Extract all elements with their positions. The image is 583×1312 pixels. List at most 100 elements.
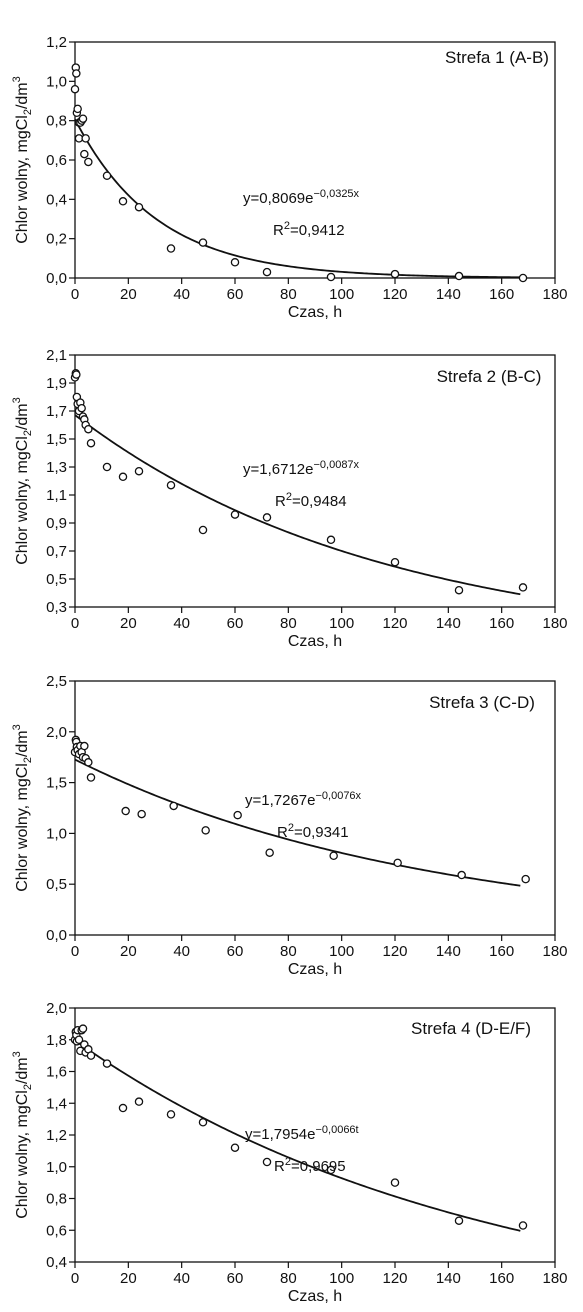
data-point bbox=[262, 1157, 272, 1167]
y-tick-label: 0,7 bbox=[46, 543, 67, 560]
data-point bbox=[230, 1143, 240, 1152]
data-point bbox=[198, 238, 208, 247]
r-squared-superscript: 2 bbox=[284, 220, 290, 232]
x-tick-label: 100 bbox=[329, 286, 354, 303]
data-point bbox=[70, 84, 80, 94]
y-axis-label-subscript: 2 bbox=[22, 1084, 34, 1090]
x-tick-label: 20 bbox=[120, 943, 137, 960]
zone-label: Strefa 1 (A-B) bbox=[445, 48, 549, 67]
data-point bbox=[72, 370, 81, 379]
chart-panel-1: 0 20 40 60 80 100 120 140 160 180 0,0 0,2 0,4 0,6 0,8 1… bbox=[11, 34, 568, 321]
trend-line bbox=[74, 414, 521, 596]
data-point bbox=[390, 1178, 400, 1187]
data-point bbox=[86, 773, 96, 782]
data-point bbox=[329, 851, 338, 861]
x-axis-label: Czas, h bbox=[288, 633, 342, 650]
data-point bbox=[80, 741, 89, 751]
y-tick-label: 0,4 bbox=[46, 1254, 67, 1271]
y-axis-label-unit: /dm bbox=[14, 730, 31, 757]
data-point bbox=[454, 585, 464, 595]
x-tick-label: 60 bbox=[227, 286, 244, 303]
data-point bbox=[78, 1024, 88, 1033]
data-point bbox=[169, 801, 178, 811]
x-tick-label: 180 bbox=[542, 286, 567, 303]
y-tick-label: 1,0 bbox=[46, 1159, 67, 1176]
y-tick-label: 0,6 bbox=[46, 152, 67, 169]
y-tick-label: 0,0 bbox=[46, 270, 67, 287]
y-tick-label: 0,0 bbox=[46, 927, 67, 944]
x-tick-label: 0 bbox=[71, 1270, 79, 1287]
data-point bbox=[233, 810, 242, 820]
data-point bbox=[134, 1097, 144, 1106]
data-point bbox=[166, 244, 176, 253]
data-point bbox=[137, 809, 146, 819]
y-axis-label-unit: /dm bbox=[14, 403, 31, 430]
plot-area-frame bbox=[74, 680, 556, 936]
y-tick-label: 2,1 bbox=[46, 347, 67, 364]
chart-panel-2: 0 20 40 60 80 100 120 140 160 180 0,3 0,5 0,7 0,9 1,1 1… bbox=[11, 347, 568, 650]
data-point bbox=[118, 197, 128, 206]
r-squared-value: =0,9412 bbox=[290, 222, 345, 239]
data-point bbox=[166, 1110, 176, 1119]
x-tick-label: 80 bbox=[280, 615, 297, 632]
y-axis-label-unit: /dm bbox=[14, 82, 31, 109]
y-tick-label: 2,0 bbox=[46, 724, 67, 741]
x-tick-label: 160 bbox=[489, 1270, 514, 1287]
data-point bbox=[118, 1103, 128, 1113]
x-tick-label: 100 bbox=[329, 943, 354, 960]
data-point bbox=[326, 535, 336, 545]
data-point bbox=[326, 1165, 336, 1175]
y-tick-label: 1,8 bbox=[46, 1032, 67, 1049]
y-axis-label-superscript: 3 bbox=[11, 397, 23, 403]
r-squared-symbol: R bbox=[275, 493, 286, 510]
r-squared-value: =0,9695 bbox=[291, 1158, 346, 1175]
y-tick-label: 0,5 bbox=[46, 876, 67, 893]
x-axis-label: Czas, h bbox=[288, 961, 342, 978]
x-tick-label: 120 bbox=[382, 286, 407, 303]
r-squared-value: =0,9341 bbox=[294, 824, 349, 841]
x-tick-label: 180 bbox=[542, 943, 567, 960]
zone-label: Strefa 3 (C-D) bbox=[429, 693, 535, 712]
x-tick-label: 120 bbox=[382, 1270, 407, 1287]
data-point bbox=[265, 848, 274, 857]
data-point bbox=[102, 171, 112, 180]
y-tick-label: 0,9 bbox=[46, 515, 67, 532]
x-tick-label: 100 bbox=[329, 615, 354, 632]
data-point bbox=[102, 462, 112, 472]
data-point bbox=[118, 472, 128, 482]
trend-line bbox=[74, 1039, 521, 1232]
y-axis-label-subscript: 2 bbox=[22, 757, 34, 763]
fit-equation: y=1,6712e−0,0087x bbox=[243, 459, 360, 478]
x-tick-label: 20 bbox=[120, 1270, 137, 1287]
x-tick-label: 60 bbox=[227, 615, 244, 632]
r-squared-superscript: 2 bbox=[285, 1156, 291, 1168]
r-squared: R2=0,9695 bbox=[274, 1156, 346, 1175]
y-axis-label-superscript: 3 bbox=[11, 76, 23, 82]
data-point bbox=[74, 1035, 84, 1045]
x-tick-label: 180 bbox=[542, 1270, 567, 1287]
trend-line bbox=[74, 118, 521, 279]
y-tick-label: 0,6 bbox=[46, 1222, 67, 1239]
data-point bbox=[326, 272, 336, 282]
y-tick-label: 0,8 bbox=[46, 1191, 67, 1208]
data-point bbox=[390, 269, 400, 279]
x-tick-label: 140 bbox=[436, 1270, 461, 1287]
fit-equation-exponent: −0,0076x bbox=[315, 790, 361, 802]
data-point bbox=[72, 69, 81, 78]
r-squared-symbol: R bbox=[274, 1158, 285, 1175]
r-squared: R2=0,9341 bbox=[277, 822, 349, 841]
data-point bbox=[262, 513, 272, 522]
y-tick-label: 1,2 bbox=[46, 34, 67, 51]
x-tick-label: 120 bbox=[382, 615, 407, 632]
data-point bbox=[198, 1118, 208, 1127]
y-tick-label: 1,1 bbox=[46, 487, 67, 504]
x-tick-label: 40 bbox=[173, 943, 190, 960]
y-axis-label: Chlor wolny, mgCl2/dm3 bbox=[11, 724, 34, 892]
x-tick-label: 40 bbox=[173, 615, 190, 632]
x-tick-label: 140 bbox=[436, 286, 461, 303]
data-point bbox=[84, 758, 93, 767]
y-tick-label: 2,5 bbox=[46, 673, 67, 690]
x-tick-label: 60 bbox=[227, 943, 244, 960]
x-tick-label: 0 bbox=[71, 943, 79, 960]
